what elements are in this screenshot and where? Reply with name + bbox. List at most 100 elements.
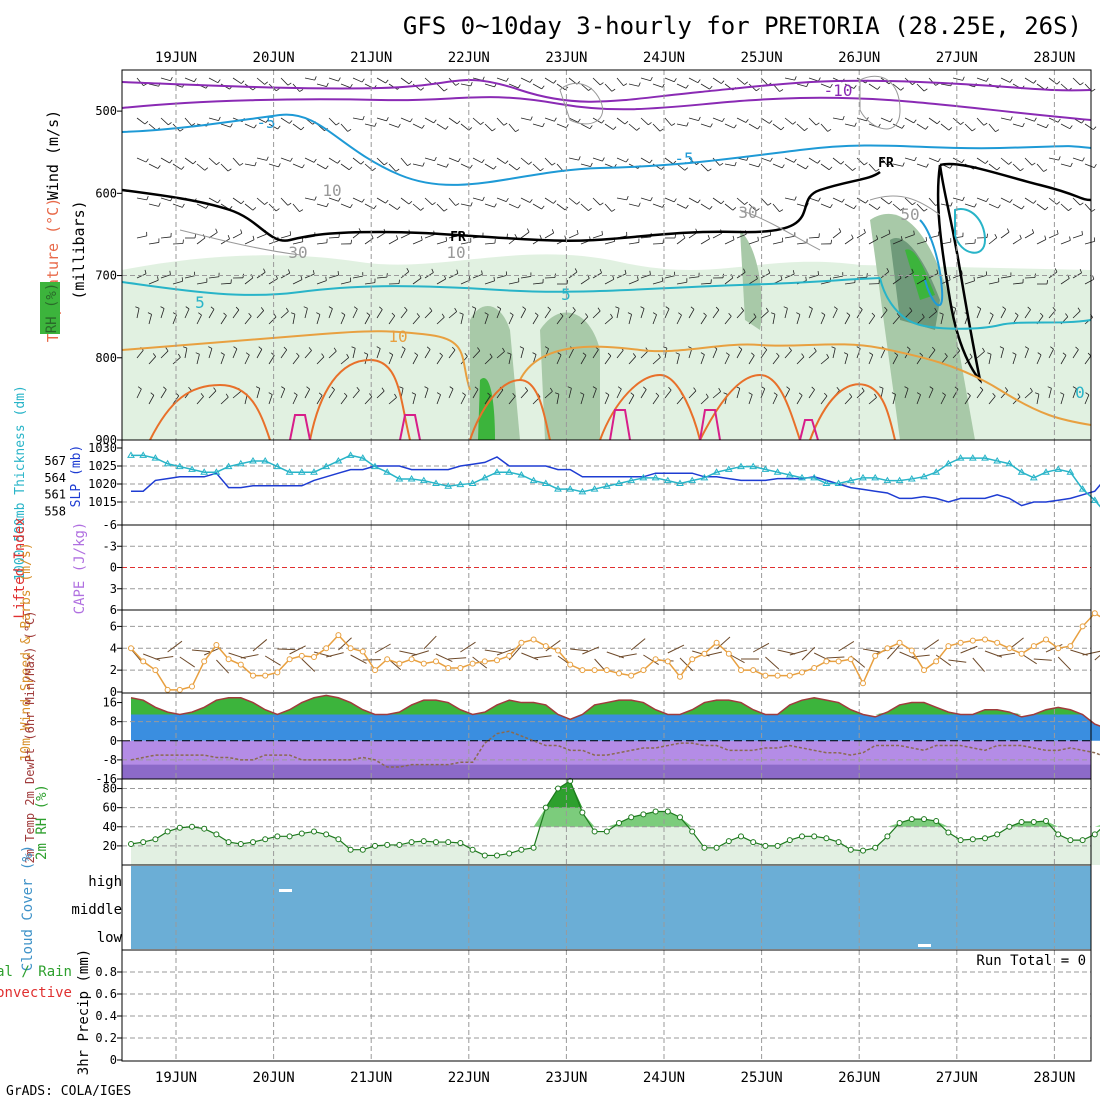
wind-barb [748, 355, 755, 365]
wind-barb [820, 395, 828, 405]
wind-barb [604, 355, 612, 365]
wind-barb [688, 157, 697, 165]
wind-barb [376, 348, 381, 359]
wind-barb [628, 314, 632, 325]
wind-barb-flag [887, 163, 892, 167]
contour-labels: -10-5-55510FRFR30305010010 [195, 81, 1085, 402]
wind-barb-flag [443, 208, 448, 212]
wind-barb [988, 281, 999, 285]
wind-barb-flag [944, 353, 948, 357]
wind-barb-flag [721, 117, 725, 122]
rh-shade-mid [740, 230, 762, 330]
wind-barb-flag [277, 125, 281, 130]
wind-barb-flag [506, 77, 509, 82]
wind-barb-flag [374, 122, 377, 127]
thickness-tick: 564 [44, 471, 66, 485]
wind-barb [328, 77, 339, 82]
wind-barb [664, 348, 668, 359]
wind-barb-flag [678, 312, 682, 316]
wind-barb [856, 157, 865, 166]
wind-barb-flag [685, 84, 689, 89]
wind-barb-flag [314, 76, 317, 81]
wind-barb [700, 238, 710, 245]
wind-barb [220, 354, 225, 365]
wind-speed-series [128, 610, 1100, 693]
wind-barb-flag [477, 347, 481, 351]
wind-barb-flag [213, 387, 217, 392]
wind-barb [1060, 240, 1071, 245]
wind-speed-line [130, 612, 1100, 691]
wind-barb [688, 117, 699, 121]
wind-barb-flag [878, 123, 881, 128]
footer-credit: GrADS: COLA/IGES [6, 1084, 131, 1099]
wind-barb [844, 354, 849, 365]
wind-barb-flag [805, 276, 807, 281]
panel-frame [121, 609, 1092, 694]
wind-barb [604, 241, 615, 245]
rh-point [677, 814, 683, 821]
wind-barb [568, 233, 579, 239]
wind-barb-flag [517, 204, 521, 209]
wind-barb-flag [401, 346, 406, 350]
wind-barb-flag [602, 157, 605, 162]
wind-barb [988, 123, 996, 132]
temp-fill-blue [131, 695, 1100, 741]
wind-barb [400, 271, 410, 279]
wind-barb-flag [420, 87, 425, 91]
wind-barb [484, 83, 495, 88]
wind-barb-flag [613, 126, 617, 130]
wind-barb-flag [773, 392, 778, 396]
wind-barb-flag [381, 387, 385, 392]
surface-barb [570, 648, 589, 652]
rh-point [298, 830, 305, 837]
wind-speed-point [286, 656, 293, 663]
wind-barb-flag [948, 127, 953, 131]
top-day-label: 19JUN [155, 50, 197, 66]
wind-speed-point [701, 650, 708, 657]
ylabel-rh: RH (%) [44, 283, 60, 334]
wind-barb [640, 77, 651, 82]
tick-label: 0.6 [95, 987, 117, 1001]
wind-barb-flag [1037, 352, 1042, 356]
wind-barb-flag [389, 352, 393, 356]
wind-barb [772, 123, 782, 131]
cloud-level-high: high [88, 874, 122, 890]
surface-barb [264, 655, 281, 666]
wind-speed-point [762, 672, 769, 679]
wind-speed-point [262, 672, 269, 679]
wind-barb [652, 83, 663, 88]
wind-barb [244, 277, 254, 285]
wind-barb [592, 77, 601, 86]
rh-point [933, 818, 940, 825]
wind-barb-flag [874, 393, 877, 398]
wind-barb-flag [290, 157, 293, 162]
wind-barb [796, 163, 806, 170]
thickness-point [566, 485, 575, 492]
wind-barb [832, 197, 843, 203]
wind-barb-flag [567, 386, 572, 389]
wind-speed-point [237, 661, 244, 668]
wind-barb-flag [321, 353, 325, 358]
wind-barb [640, 274, 651, 279]
wind-barb-flag [551, 229, 555, 234]
wind-barb-flag [960, 121, 964, 125]
wind-barb-flag [829, 204, 833, 208]
wind-barb-flag [961, 270, 963, 275]
wind-barb [700, 123, 711, 128]
wind-barb-flag [512, 392, 516, 397]
wind-barb [340, 357, 349, 365]
wind-barb [904, 157, 915, 162]
rh-point [237, 840, 244, 847]
wind-barb-flag [204, 167, 209, 171]
wind-barb-flag [900, 207, 904, 211]
rh-point [225, 839, 232, 846]
wind-barb-flag [200, 393, 204, 397]
wind-barb [208, 157, 217, 165]
thickness-point [175, 462, 184, 470]
wind-barb-flag [829, 83, 833, 88]
wind-barb [880, 388, 884, 399]
wind-barb-flag [559, 312, 564, 317]
wind-speed-point [1018, 650, 1025, 657]
wind-barb-flag [601, 230, 603, 235]
wind-barb-flag [312, 270, 315, 275]
